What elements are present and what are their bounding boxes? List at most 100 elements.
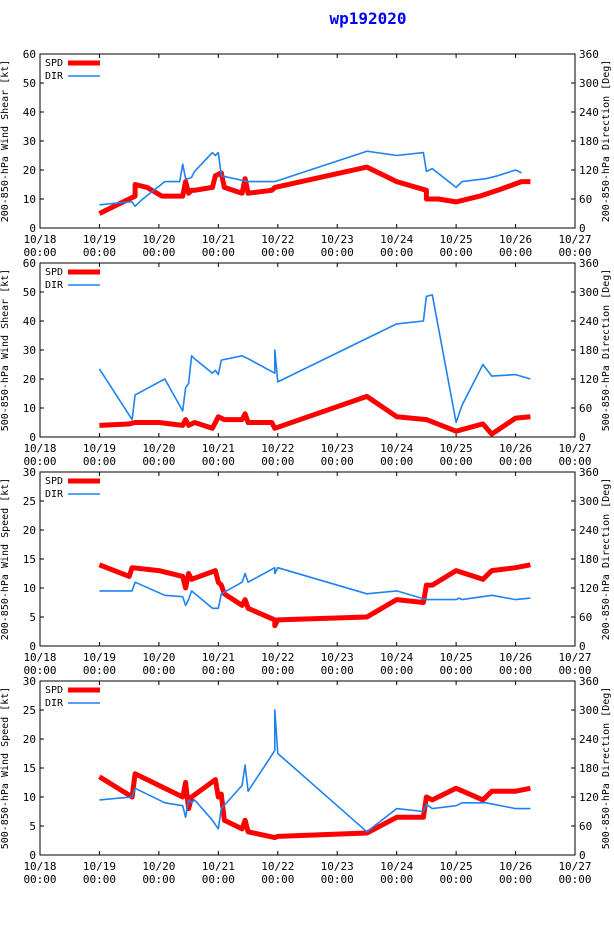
x-tick-time: 00:00: [499, 455, 532, 468]
left-tick-label: 50: [23, 286, 36, 299]
right-tick-label: 0: [579, 849, 586, 862]
series-line-spd: [98, 164, 531, 216]
left-tick-label: 15: [23, 762, 36, 775]
left-tick-label: 10: [23, 402, 36, 415]
legend-label-dir: DIR: [45, 280, 64, 291]
x-tick-time: 00:00: [499, 246, 532, 259]
series-line-dir: [99, 150, 522, 208]
right-tick-label: 60: [579, 193, 592, 206]
x-tick-date: 10/26: [499, 860, 532, 873]
right-tick-label: 60: [579, 820, 592, 833]
left-tick-label: 30: [23, 466, 36, 479]
plot-frame-2: [39, 262, 576, 438]
right-tick-label: 120: [579, 164, 599, 177]
left-tick-label: 20: [23, 373, 36, 386]
left-tick-label: 0: [29, 222, 36, 235]
x-tick-date: 10/27: [558, 233, 591, 246]
left-tick-label: 25: [23, 704, 36, 717]
x-tick-time: 00:00: [23, 455, 56, 468]
x-tick-date: 10/23: [321, 860, 354, 873]
x-tick-date: 10/25: [440, 651, 473, 664]
y-axis-label-right: 500-850-hPa Direction [Deg]: [601, 269, 612, 432]
x-tick-time: 00:00: [440, 873, 473, 886]
x-tick-date: 10/26: [499, 442, 532, 455]
x-tick-time: 00:00: [440, 455, 473, 468]
x-tick-time: 00:00: [142, 873, 175, 886]
left-tick-label: 60: [23, 257, 36, 270]
x-tick-date: 10/27: [558, 442, 591, 455]
right-tick-label: 360: [579, 675, 599, 688]
series-line-spd: [98, 771, 531, 841]
x-tick-date: 10/21: [202, 233, 235, 246]
legend-label-dir: DIR: [45, 698, 64, 709]
left-tick-label: 10: [23, 791, 36, 804]
right-tick-label: 120: [579, 373, 599, 386]
x-tick-time: 00:00: [83, 873, 116, 886]
left-tick-label: 40: [23, 106, 36, 119]
left-tick-label: 40: [23, 315, 36, 328]
x-tick-time: 00:00: [499, 873, 532, 886]
x-tick-date: 10/25: [440, 233, 473, 246]
left-tick-label: 30: [23, 344, 36, 357]
x-tick-time: 00:00: [440, 246, 473, 259]
right-tick-label: 60: [579, 611, 592, 624]
y-axis-label-left: 200-850-hPa Wind Speed [kt]: [0, 478, 11, 641]
x-tick-time: 00:00: [83, 455, 116, 468]
x-tick-time: 00:00: [202, 246, 235, 259]
right-tick-label: 0: [579, 640, 586, 653]
x-tick-date: 10/19: [83, 860, 116, 873]
y-axis-label-right: 200-850-hPa Direction [Deg]: [601, 478, 612, 641]
x-tick-date: 10/25: [440, 442, 473, 455]
series-line-spd: [98, 562, 531, 629]
right-tick-label: 360: [579, 466, 599, 479]
x-tick-time: 00:00: [261, 873, 294, 886]
left-tick-label: 10: [23, 193, 36, 206]
x-tick-date: 10/27: [558, 651, 591, 664]
plot-frame-4: [39, 680, 576, 856]
x-tick-date: 10/24: [380, 442, 413, 455]
legend-label-dir: DIR: [45, 71, 64, 82]
right-tick-label: 180: [579, 344, 599, 357]
left-tick-label: 10: [23, 582, 36, 595]
x-tick-time: 00:00: [321, 455, 354, 468]
x-tick-date: 10/20: [142, 651, 175, 664]
legend-label-spd: SPD: [45, 267, 63, 278]
x-tick-date: 10/23: [321, 442, 354, 455]
x-tick-date: 10/23: [321, 233, 354, 246]
left-tick-label: 20: [23, 164, 36, 177]
x-tick-time: 00:00: [558, 455, 591, 468]
x-tick-time: 00:00: [321, 246, 354, 259]
series-line-spd: [99, 393, 531, 437]
x-tick-date: 10/21: [202, 442, 235, 455]
left-tick-label: 60: [23, 48, 36, 61]
x-tick-time: 00:00: [558, 873, 591, 886]
left-tick-label: 50: [23, 77, 36, 90]
right-tick-label: 180: [579, 762, 599, 775]
left-tick-label: 5: [29, 611, 36, 624]
right-tick-label: 180: [579, 553, 599, 566]
left-tick-label: 25: [23, 495, 36, 508]
legend-label-spd: SPD: [45, 685, 63, 696]
x-tick-date: 10/24: [380, 860, 413, 873]
x-tick-time: 00:00: [83, 664, 116, 677]
series-line-dir: [99, 566, 531, 610]
right-tick-label: 120: [579, 791, 599, 804]
x-tick-date: 10/22: [261, 651, 294, 664]
series-line-dir: [98, 294, 531, 424]
y-axis-label-right: 500-850-hPa Direction [Deg]: [601, 687, 612, 850]
right-tick-label: 120: [579, 582, 599, 595]
right-tick-label: 0: [579, 431, 586, 444]
left-tick-label: 20: [23, 524, 36, 537]
right-tick-label: 60: [579, 402, 592, 415]
x-tick-date: 10/19: [83, 442, 116, 455]
y-axis-label-left: 500-850-hPa Wind Shear [kt]: [0, 269, 11, 432]
left-tick-label: 0: [29, 849, 36, 862]
left-tick-label: 0: [29, 640, 36, 653]
right-tick-label: 240: [579, 106, 599, 119]
x-tick-time: 00:00: [23, 664, 56, 677]
x-tick-date: 10/26: [499, 651, 532, 664]
y-axis-label-left: 500-850-hPa Wind Speed [kt]: [0, 687, 11, 850]
legend-label-dir: DIR: [45, 489, 64, 500]
x-tick-date: 10/26: [499, 233, 532, 246]
